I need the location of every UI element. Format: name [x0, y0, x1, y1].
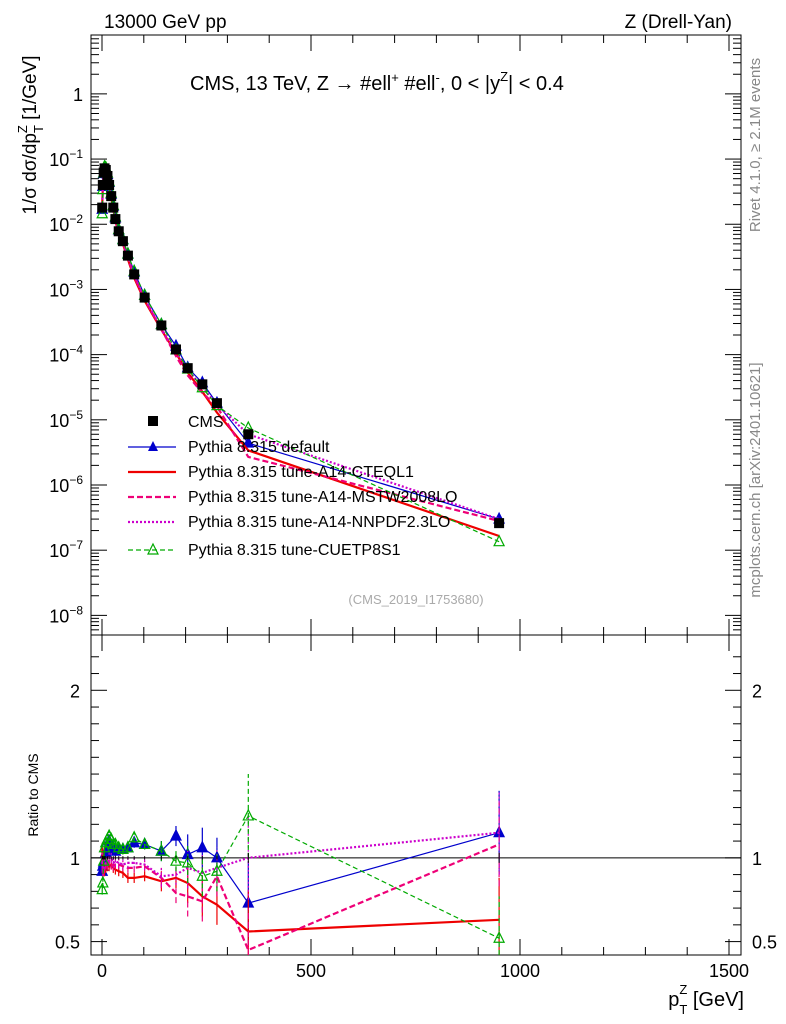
legend-label-cuetp8s1: Pythia 8.315 tune-CUETP8S1 [188, 542, 401, 559]
cms-data-point [139, 292, 150, 303]
cms-data-point [100, 164, 111, 175]
cms-data-point [104, 180, 115, 190]
ratio-series-4-marker [97, 853, 110, 866]
cms-data-point [156, 320, 167, 331]
cms-data-point [110, 214, 121, 225]
ratio-series-4-marker [210, 863, 223, 876]
legend-entry-a14-nnpdf23lo: Pythia 8.315 tune-A14-NNPDF2.3LO [128, 514, 450, 531]
ratio-y-tick-label-right: 1 [752, 849, 762, 869]
legend-marker-pythia-default [148, 441, 158, 451]
ratio-series-0-marker [196, 840, 209, 853]
ratio-series-0-marker [170, 828, 182, 841]
legend-entry-a14-mstw2008lo: Pythia 8.315 tune-A14-MSTW2008LO [128, 489, 457, 506]
x-tick-label: 1000 [500, 961, 540, 981]
main-y-tick-label: 10−5 [49, 408, 83, 431]
cms-data-point [243, 429, 254, 440]
legend-marker-cms [148, 416, 158, 426]
cms-data-point [106, 191, 117, 202]
legend-label-a14-mstw2008lo: Pythia 8.315 tune-A14-MSTW2008LO [188, 489, 457, 506]
x-tick-label: 1500 [709, 961, 749, 981]
main-y-axis-label: 1/σ dσ/dpTZ [1/GeV] [15, 55, 46, 214]
main-data-points [97, 163, 505, 529]
cms-data-point [97, 202, 108, 213]
header-right: Z (Drell-Yan) [625, 12, 732, 33]
ratio-series-4-marker [196, 868, 209, 881]
main-y-tick-labels: 10−8 10−7 10−6 10−5 10−4 10−3 10−2 10−1 1 [49, 85, 83, 627]
ratio-y-tick-label: 2 [70, 681, 80, 701]
main-series-4-line [101, 165, 500, 543]
mcplots-label: mcplots.cern.ch [arXiv:2401.10621] [747, 362, 764, 597]
cms-data-point [117, 236, 128, 247]
ratio-series-4-marker [96, 882, 109, 895]
ratio-y-tick-label-right: 2 [752, 681, 762, 701]
ratio-series-4-marker [128, 830, 141, 843]
cms-data-point [97, 180, 108, 190]
legend: CMS Pythia 8.315 default Pythia 8.315 tu… [128, 414, 457, 559]
legend-entry-cuetp8s1: Pythia 8.315 tune-CUETP8S1 [128, 542, 401, 559]
cms-data-point [113, 226, 124, 237]
main-y-tick-label: 10−7 [49, 538, 83, 561]
legend-label-cms: CMS [188, 414, 224, 431]
legend-label-a14-cteql1: Pythia 8.315 tune-A14-CTEQL1 [188, 464, 414, 481]
cms-data-point [494, 518, 505, 529]
ratio-series-4-marker [116, 842, 129, 855]
cms-data-point [102, 170, 113, 181]
legend-entry-a14-cteql1: Pythia 8.315 tune-A14-CTEQL1 [128, 464, 414, 481]
main-series-4-marker [96, 206, 109, 219]
cms-data-point [197, 379, 208, 390]
legend-label-pythia-default: Pythia 8.315 default [188, 439, 330, 456]
main-series-4-marker [493, 534, 506, 547]
x-tick-label: 0 [97, 961, 107, 981]
ratio-series-4-marker [170, 853, 182, 866]
main-plot-panel: 10−8 10−7 10−6 10−5 10−4 10−3 10−2 10−1 1 CMS, 1… [15, 34, 742, 636]
ratio-y-tick-label: 1 [70, 849, 80, 869]
cms-data-point [170, 344, 181, 355]
plot-title: CMS, 13 TeV, Z → #ell+ #ell-, 0 < |yZ| <… [190, 69, 564, 95]
legend-marker-cuetp8s1 [147, 542, 159, 555]
main-axis-ticks [91, 34, 741, 636]
ratio-series-4-marker [242, 808, 255, 821]
x-axis-label: pTZ [GeV] [668, 982, 744, 1017]
main-y-tick-label: 10−6 [49, 473, 83, 496]
legend-entry-pythia-default: Pythia 8.315 default [128, 439, 330, 456]
header-left: 13000 GeV pp [104, 12, 227, 33]
ratio-series-4-marker [493, 930, 506, 943]
cms-data-point [211, 398, 222, 409]
cms-data-point [122, 250, 133, 261]
main-y-tick-label: 10−2 [49, 212, 83, 235]
ratio-y-axis-label: Ratio to CMS [25, 753, 41, 836]
main-series-1-line [101, 168, 500, 538]
main-series-0-marker [242, 435, 255, 448]
x-tick-label: 500 [296, 961, 326, 981]
ratio-plot-frame [90, 634, 742, 956]
ratio-series-2-line [101, 843, 500, 952]
ratio-axis-ticks [91, 635, 741, 955]
cms-data-point [108, 202, 119, 213]
ratio-series-4-marker [155, 843, 168, 856]
ratio-y-tick-label-right: 0.5 [752, 933, 777, 953]
analysis-id-watermark: (CMS_2019_I1753680) [348, 592, 483, 607]
ratio-series-4-marker [96, 875, 109, 888]
legend-entry-cms: CMS [148, 414, 224, 431]
ratio-series-4-marker [121, 840, 134, 853]
ratio-series-4-marker [138, 837, 151, 850]
main-series-layer [96, 159, 506, 547]
main-y-tick-label: 10−1 [49, 147, 83, 170]
legend-label-a14-nnpdf23lo: Pythia 8.315 tune-A14-NNPDF2.3LO [188, 514, 450, 531]
ratio-series-4-marker [181, 855, 194, 868]
main-y-tick-label: 10−8 [49, 603, 83, 626]
ratio-series-layer [96, 774, 506, 955]
main-y-tick-label: 10−4 [49, 343, 83, 366]
main-y-tick-label: 1 [73, 85, 83, 105]
ratio-y-tick-label: 0.5 [55, 933, 80, 953]
rivet-version-label: Rivet 4.1.0, ≥ 2.1M events [747, 58, 764, 232]
cms-data-point [129, 269, 140, 280]
cms-data-point [182, 363, 193, 374]
main-y-tick-label: 10−3 [49, 277, 83, 300]
